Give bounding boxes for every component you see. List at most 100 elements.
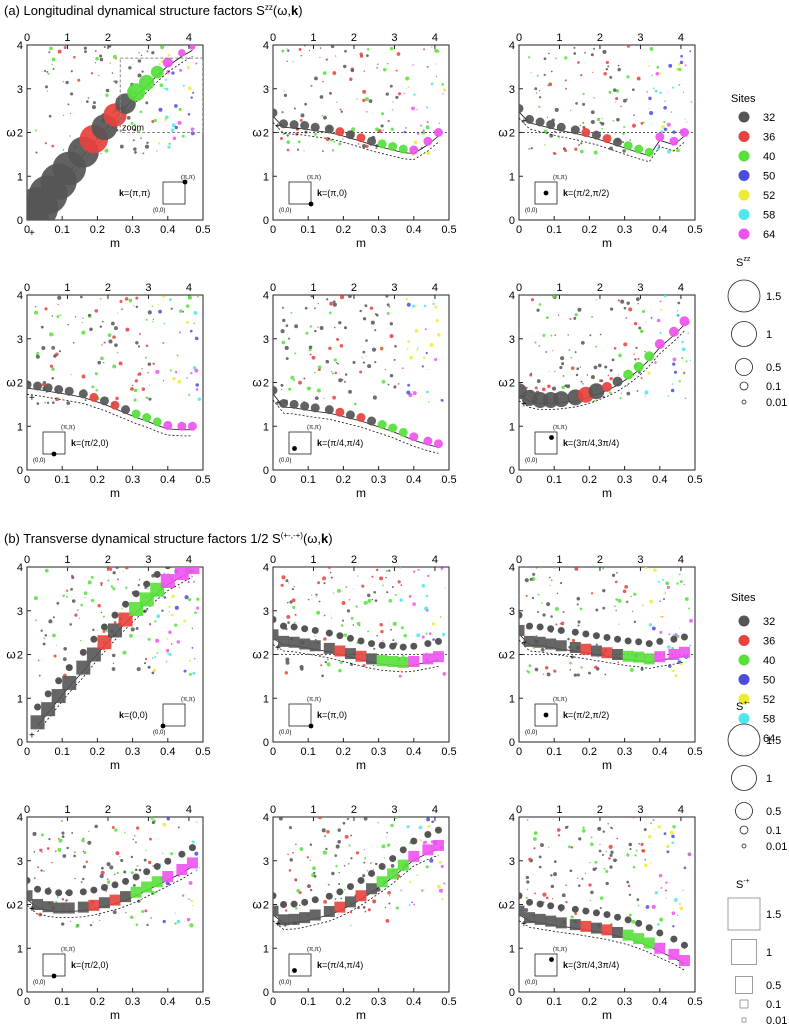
spectral-weight-dot: [188, 880, 193, 885]
cross-marker: +: [521, 639, 527, 650]
spectral-weight-dot: [392, 639, 395, 642]
plot-area: zoom: [27, 45, 203, 220]
spectral-weight-dot: [405, 76, 410, 81]
data-point: [160, 574, 175, 588]
spectral-weight-dot: [194, 368, 199, 373]
spectral-weight-dot: [554, 57, 557, 60]
spectral-weight-dot: [125, 586, 128, 589]
spectral-weight-dot: [678, 573, 681, 576]
legend-size-label: 1.5: [766, 291, 781, 303]
spectral-weight-dot: [364, 910, 367, 913]
x-tick-label: 0.4: [406, 746, 421, 758]
spectral-weight-dot: [318, 600, 321, 603]
spectral-weight-dot: [443, 882, 446, 885]
spectral-weight-dot: [618, 623, 620, 625]
spectral-weight-dot: [183, 619, 187, 623]
data-point: [433, 128, 443, 137]
data-point: [624, 916, 632, 924]
spectral-weight-dot: [191, 905, 193, 907]
inset-corner-bottom: (0,0): [525, 208, 537, 214]
spectral-weight-dot: [570, 366, 575, 370]
data-point: [301, 898, 309, 906]
spectral-weight-dot: [681, 347, 686, 352]
spectral-weight-dot: [442, 92, 444, 95]
spectral-weight-dot: [534, 87, 538, 91]
y-tick-label: 4: [509, 812, 515, 824]
spectral-weight-dot: [145, 396, 149, 400]
spectral-weight-dot: [56, 315, 60, 319]
data-point: [434, 826, 442, 834]
data-point: [633, 933, 645, 945]
spectral-weight-dot: [309, 859, 311, 861]
spectral-weight-dot: [154, 620, 157, 623]
theory-curve-solid: [273, 116, 439, 154]
x-axis-label: m: [602, 236, 612, 250]
spectral-weight-dot: [536, 74, 539, 77]
spectral-weight-dot: [600, 379, 604, 383]
spectral-weight-dot: [649, 861, 652, 864]
spectral-weight-dot: [194, 336, 199, 341]
spectral-weight-dot: [362, 350, 366, 354]
y-tick-label: 4: [263, 290, 269, 302]
data-point: [63, 902, 75, 914]
spectral-weight-dot: [81, 877, 85, 881]
x-tick-label: 0.2: [90, 474, 105, 486]
spectral-weight-dot: [676, 310, 679, 312]
spectral-weight-dot: [150, 817, 154, 820]
y-tick-label: 0: [263, 987, 269, 999]
spectral-weight-dot: [626, 385, 628, 387]
spectral-weight-dot: [437, 333, 441, 337]
spectral-weight-dot: [145, 849, 147, 852]
spectral-weight-dot: [72, 341, 75, 344]
legend-size-label: 0.5: [766, 806, 781, 818]
x-tick-label: 0.2: [90, 746, 105, 758]
spectral-weight-dot: [334, 55, 337, 57]
spectral-weight-dot: [150, 917, 152, 919]
x-axis-label: m: [356, 758, 366, 772]
theory-curve-dashed: [27, 393, 193, 437]
spectral-weight-dot: [534, 892, 537, 895]
section-a-title: (a) Longitudinal dynamical structure fac…: [4, 3, 303, 18]
y-tick-label: 1: [509, 693, 515, 705]
data-point: [656, 637, 664, 645]
spectral-weight-dot: [128, 334, 130, 336]
spectral-weight-dot: [408, 904, 411, 907]
legend-site-label: 64: [763, 733, 775, 745]
spectral-weight-dot: [311, 355, 316, 360]
inset-corner-top: (π,π): [61, 425, 75, 431]
y-tick-label: 1: [263, 943, 269, 955]
spectral-weight-dot: [661, 578, 665, 582]
data-point: [433, 439, 443, 449]
spectral-weight-dot: [680, 54, 683, 58]
data-point: [65, 889, 73, 897]
spectral-weight-dot: [172, 136, 177, 141]
legend-size-marker: [727, 897, 761, 931]
spectral-weight-dot: [659, 600, 661, 602]
spectral-weight-dot: [681, 340, 684, 344]
spectral-weight-dot: [414, 329, 419, 333]
spectral-weight-dot: [679, 662, 683, 666]
spectral-weight-dot: [325, 359, 330, 364]
spectral-weight-dot: [334, 371, 337, 375]
spectral-weight-dot: [62, 149, 65, 151]
spectral-weight-dot: [626, 880, 630, 884]
x-tick-label: 0.1: [301, 474, 316, 486]
spectral-weight-dot: [389, 895, 391, 897]
spectral-weight-dot: [359, 309, 362, 313]
top-tick-label: 4: [186, 804, 192, 816]
data-point: [534, 636, 546, 648]
spectral-weight-dot: [339, 295, 345, 300]
spectral-weight-dot: [384, 906, 387, 909]
data-point: [643, 937, 655, 949]
x-tick-label: 0.5: [441, 474, 456, 486]
inset-corner-top: (π,π): [181, 697, 195, 703]
spectral-weight-dot: [174, 371, 178, 374]
data-point: [525, 114, 535, 124]
panel-a-2: 0 0.1 0.2 0.3 0.4 0.50 1 2 3 401234mω(π,π)(0,0)k=…: [498, 32, 702, 250]
spectral-weight-dot: [134, 151, 137, 154]
spectral-weight-dot: [66, 401, 71, 405]
spectral-weight-dot: [666, 585, 671, 589]
spectral-weight-dot: [42, 642, 46, 646]
data-point: [524, 912, 536, 924]
spectral-weight-dot: [616, 572, 618, 574]
